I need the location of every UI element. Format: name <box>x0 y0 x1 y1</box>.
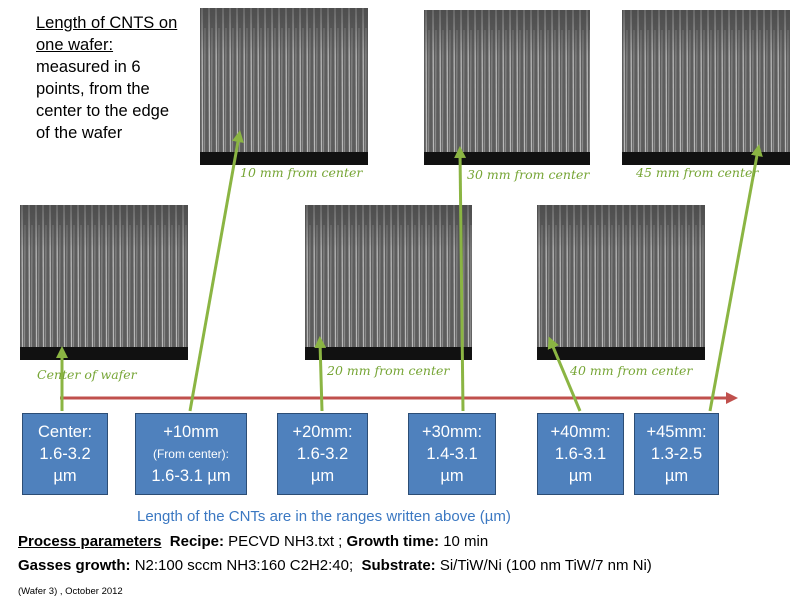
box-line: µm <box>53 467 77 485</box>
range-box: +45mm: 1.3-2.5 µm <box>634 413 719 495</box>
box-line: +10mm <box>163 423 219 441</box>
box-line: (From center): <box>152 447 229 461</box>
gasses: N2:100 sccm NH3:160 C2H2:40; <box>134 557 354 574</box>
image-caption: 30 mm from center <box>467 167 590 182</box>
process-label: Process parameters <box>18 533 162 550</box>
note: Length of the CNTs are in the ranges wri… <box>137 508 511 525</box>
image-caption: 10 mm from center <box>240 165 363 180</box>
growth-label: Growth time: <box>346 533 440 550</box>
box-line: +30mm: <box>421 423 483 441</box>
growth-time: 10 min <box>443 533 489 550</box>
pointer-arrows <box>56 130 763 412</box>
footer: (Wafer 3) , October 2012 <box>18 586 123 597</box>
box-line: 1.6-3.2 <box>39 445 91 463</box>
box-line: Center: <box>37 423 93 441</box>
box-line: +40mm: <box>550 423 611 441</box>
box-line: 1.3-2.5 <box>650 445 703 463</box>
image-caption: 45 mm from center <box>636 165 759 180</box>
image-caption: Center of wafer <box>37 367 137 382</box>
range-box: +10mm (From center): 1.6-3.1 µm <box>135 413 247 495</box>
recipe-label: Recipe: <box>169 533 224 550</box>
gasses-line: Gasses growth: N2:100 sccm NH3:160 C2H2:… <box>18 557 652 574</box>
substrate: Si/TiW/Ni (100 nm TiW/7 nm Ni) <box>439 557 652 574</box>
intro-title: Length of CNTS on one wafer: <box>36 14 178 54</box>
range-box: +20mm: 1.6-3.2 µm <box>277 413 368 495</box>
image-caption: 20 mm from center <box>327 363 450 378</box>
intro: Length of CNTS on one wafer: measured in… <box>36 12 186 144</box>
box-line: 1.4-3.1 <box>426 445 478 463</box>
gasses-label: Gasses growth: <box>18 557 131 574</box>
box-line: 1.6-3.2 <box>296 445 349 463</box>
box-line: +20mm: <box>292 423 353 441</box>
box-line: µm <box>664 467 689 485</box>
range-box: +30mm: 1.4-3.1 µm <box>408 413 496 495</box>
recipe: PECVD NH3.txt ; <box>228 533 343 550</box>
box-line: µm <box>440 467 464 485</box>
box-line: +45mm: <box>646 423 707 441</box>
box-line: 1.6-3.1 <box>554 445 607 463</box>
range-box: +40mm: 1.6-3.1 µm <box>537 413 624 495</box>
image-caption: 40 mm from center <box>570 363 693 378</box>
process-line: Process parameters Recipe: PECVD NH3.txt… <box>18 533 488 550</box>
range-box: Center: 1.6-3.2 µm <box>22 413 108 495</box>
intro-body: measured in 6 points, from the center to… <box>36 58 170 142</box>
box-line: µm <box>310 467 335 485</box>
box-line: µm <box>568 467 593 485</box>
substrate-label: Substrate: <box>361 557 436 574</box>
sem-images <box>20 8 790 360</box>
box-line: 1.6-3.1 µm <box>151 467 231 485</box>
